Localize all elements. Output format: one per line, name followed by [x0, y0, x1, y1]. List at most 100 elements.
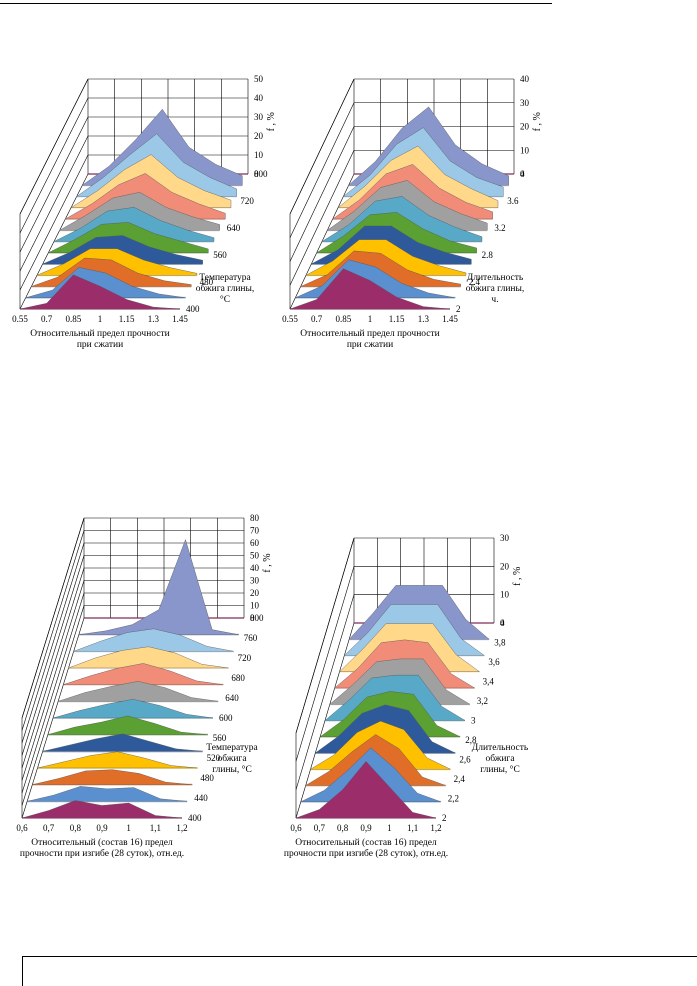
z-tick-label: 760 [244, 633, 258, 643]
x-tick-label: 0.85 [335, 314, 351, 324]
y-tick-label: 20 [254, 131, 264, 141]
z-tick-label: 520 [207, 753, 221, 763]
series-area [52, 699, 214, 719]
chart-compression-duration: 0 10 20 30 40 0.55 0.7 0.85 1 1.15 1.3 1.452 2.4 2.8 3… [282, 74, 543, 350]
z-axis-title: глины, °C [212, 764, 252, 775]
x-tick-label: 0.7 [311, 314, 323, 324]
x-tick-label: 1.15 [119, 314, 135, 324]
x-tick-label: 0.85 [65, 314, 81, 324]
y-tick-label: 50 [250, 551, 260, 561]
axis-top [21, 517, 85, 719]
z-tick-label: 600 [219, 713, 233, 723]
x-axis-title: Относительный (состав 16) предел [31, 837, 173, 848]
x-tick-label: 0,7 [43, 823, 55, 833]
x-tick-label: 1.45 [442, 314, 458, 324]
axis-top [19, 78, 89, 215]
x-tick-label: 0,8 [337, 823, 349, 833]
series-area [295, 761, 437, 819]
z-tick-label: 720 [240, 196, 254, 206]
series-area [19, 274, 181, 310]
z-axis-title: Температура [206, 743, 258, 753]
x-axis: 0,6 0,7 0,8 0,9 1 1,1 1,2 [290, 823, 441, 833]
z-tick-label: 2 [442, 813, 447, 823]
y-tick-label: 0 [254, 169, 259, 179]
grid-line-side [21, 580, 85, 781]
grid-line-side [289, 150, 355, 286]
z-axis: 400 480 560 640 720 800 [186, 169, 268, 314]
x-tick-label: 1,2 [176, 823, 187, 833]
z-axis: 22,2 2,4 2,6 2,8 33,2 3,4 3,6 3,8 4 [442, 618, 506, 823]
z-tick-label: 2.8 [482, 250, 494, 260]
grid-line-side [295, 594, 355, 790]
x-tick-label: 1 [387, 823, 392, 833]
y-tick-label: 50 [254, 74, 264, 84]
x-tick-label: 0.55 [12, 314, 28, 324]
y-tick-label: 30 [520, 98, 530, 108]
series-group [19, 108, 243, 310]
y-tick-label: 70 [250, 526, 260, 536]
z-tick-label: 440 [194, 793, 208, 803]
x-axis: 0.55 0.7 0.85 1 1.15 1.3 1.45 [12, 314, 188, 324]
header-rule [0, 3, 552, 4]
series-area [37, 751, 198, 769]
x-tick-label: 1 [126, 823, 131, 833]
series-area [42, 733, 203, 752]
z-tick-label: 2,8 [465, 735, 477, 745]
y-axis-title: f , % [512, 567, 523, 586]
series-group [295, 585, 490, 819]
series-area [27, 786, 188, 802]
z-tick-label: 720 [238, 653, 252, 663]
back-wall: 0 10 20 30 40 [289, 74, 530, 310]
axis-top [295, 537, 355, 734]
z-tick-label: 480 [200, 773, 214, 783]
x-axis-title: прочности при изгибе (28 суток), отн.ед. [284, 848, 448, 859]
y-axis-title: f , % [262, 553, 273, 572]
x-axis-title: прочности при изгибе (28 суток), отн.ед. [20, 848, 184, 859]
z-tick-label: 2.4 [469, 277, 481, 287]
z-tick-label: 480 [200, 277, 214, 287]
grid-line-side [289, 102, 355, 238]
y-tick-label: 10 [254, 150, 264, 160]
x-tick-label: 0,8 [70, 823, 82, 833]
grid-line-side [19, 135, 89, 272]
y-tick-label: 10 [520, 145, 530, 155]
series-area [58, 681, 219, 702]
x-tick-label: 1,1 [150, 823, 161, 833]
z-axis-title: Длительность [467, 273, 524, 283]
series-area [78, 539, 239, 635]
z-tick-label: 2,2 [448, 794, 459, 804]
grid-line-side [289, 126, 355, 262]
series-area [21, 800, 183, 819]
x-axis-title: Относительный предел прочности [300, 328, 439, 339]
y-tick-label: 0 [250, 613, 255, 623]
z-axis-title: обжига [217, 753, 247, 764]
y-tick-label: 0 [500, 618, 505, 628]
z-tick-label: 680 [231, 673, 245, 683]
x-tick-label: 0,6 [16, 823, 28, 833]
footer-rule [22, 956, 697, 957]
x-axis: 0,6 0,7 0,8 0,9 1 1,1 1,2 [16, 823, 187, 833]
z-tick-label: 400 [186, 304, 200, 314]
x-tick-label: 0,9 [360, 823, 372, 833]
grid-line-side [21, 530, 85, 731]
grid-line-side [21, 592, 85, 794]
grid-line-side [295, 566, 355, 762]
z-tick-label: 560 [213, 250, 227, 260]
y-tick-label: 0 [520, 169, 525, 179]
z-axis-title: Длительность [472, 743, 529, 753]
z-axis: 400 440 480 520 560 600 640 680 720 760 800 [188, 613, 264, 823]
z-tick-label: 2,4 [454, 774, 466, 784]
back-wall: 0 10 20 30 40 50 60 70 80 [21, 513, 260, 819]
grid-line-side [19, 97, 89, 234]
x-tick-label: 1.15 [389, 314, 405, 324]
x-tick-label: 1.3 [148, 314, 160, 324]
series-area [68, 646, 229, 669]
z-tick-label: 3,4 [483, 677, 495, 687]
x-tick-label: 0,6 [290, 823, 302, 833]
z-axis-title: ч. [491, 295, 498, 305]
y-tick-label: 20 [250, 588, 260, 598]
x-axis-title: при сжатии [77, 340, 123, 350]
z-axis-title: глины, °C [480, 764, 520, 775]
x-axis-title: Относительный (состав 16) предел [295, 837, 437, 848]
